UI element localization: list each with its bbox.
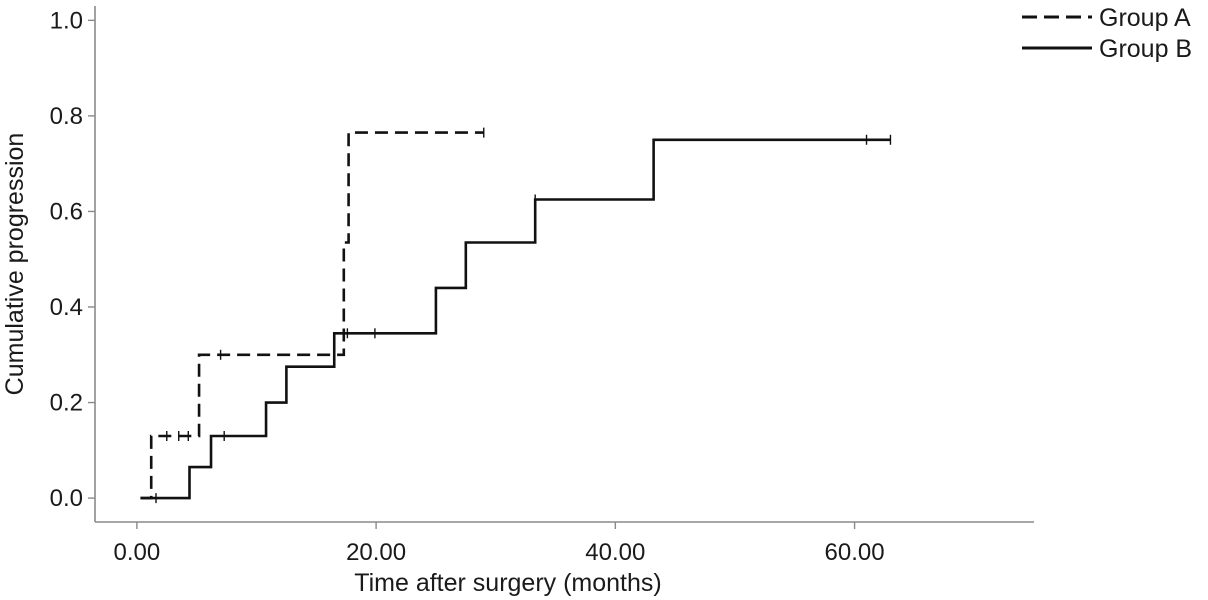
- y-tick-label: 0.8: [50, 103, 83, 130]
- x-axis-ticks: 0.00 20.00 40.00 60.00: [114, 522, 885, 566]
- y-tick-label: 0.2: [50, 390, 83, 417]
- series-line-group-b: [140, 138, 891, 500]
- legend: Group A Group B: [1022, 4, 1192, 63]
- y-tick-label: 1.0: [50, 7, 83, 34]
- y-tick-label: 0.0: [50, 485, 83, 512]
- y-axis-ticks: 0.0 0.2 0.4 0.6 0.8 1.0: [50, 7, 95, 512]
- x-tick-label: 0.00: [114, 539, 161, 566]
- x-tick-label: 60.00: [825, 539, 885, 566]
- legend-label-group-b: Group B: [1099, 35, 1192, 63]
- series-line-group-a: [140, 131, 484, 500]
- y-tick-label: 0.4: [50, 294, 83, 321]
- series-layer: [140, 127, 892, 504]
- y-axis-title: Cumulative progression: [1, 133, 29, 396]
- x-axis-title: Time after surgery (months): [354, 569, 661, 597]
- x-tick-label: 40.00: [585, 539, 645, 566]
- x-tick-label: 20.00: [346, 539, 406, 566]
- y-tick-label: 0.6: [50, 198, 83, 225]
- legend-label-group-a: Group A: [1099, 4, 1191, 32]
